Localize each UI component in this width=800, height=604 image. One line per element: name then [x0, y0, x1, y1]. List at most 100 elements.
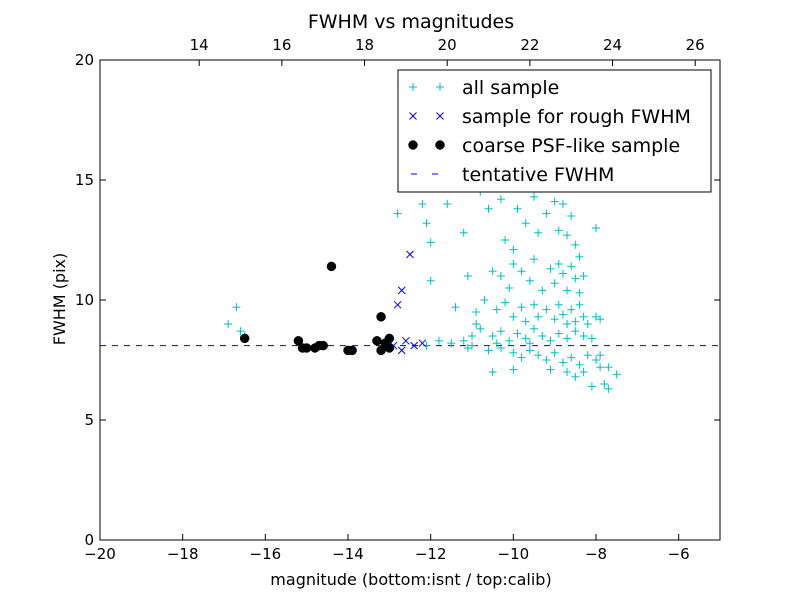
series-0-point-99 [550, 348, 559, 357]
series-0-point-92 [484, 346, 493, 355]
series-0-point-50 [550, 279, 559, 288]
x-tick-label-5: −10 [498, 545, 530, 563]
series-2-point-1 [293, 336, 304, 346]
series-2-point-6 [318, 340, 328, 351]
series-0-point-5 [418, 200, 427, 208]
series-0-point-29 [534, 228, 543, 237]
series-+-group [224, 142, 621, 393]
series-0-point-100 [558, 358, 567, 367]
legend-label-1: sample for rough FWHM [462, 106, 691, 128]
series-0-point-10 [459, 228, 468, 237]
series-1-point-3 [418, 339, 427, 348]
top-tick-label-5: 24 [603, 36, 622, 54]
series-0-point-97 [534, 351, 543, 360]
series-0-point-24 [501, 236, 510, 244]
series-1-point-5-b [402, 336, 410, 345]
series-1-point-5 [402, 336, 410, 345]
top-tick-label-4: 22 [520, 36, 539, 54]
series-0-point-71 [571, 317, 580, 326]
series-1-point-0 [406, 250, 414, 259]
series-0-point-0 [224, 320, 233, 328]
series-0-point-113 [546, 365, 555, 374]
series-0-point-9 [443, 200, 452, 208]
series-0-point-74 [583, 320, 592, 328]
x-tick-label-2: −16 [250, 545, 282, 563]
series-0-point-4 [393, 209, 402, 218]
series-0-point-27 [521, 219, 530, 228]
x-tick-label-1: −18 [167, 545, 199, 563]
series-0-point-33 [554, 226, 563, 235]
series-0-point-25 [509, 245, 518, 254]
series-0-point-115 [488, 368, 497, 376]
series-0-point-78 [488, 332, 497, 340]
top-tick-label-1: 16 [272, 36, 291, 54]
series-0-point-49 [546, 264, 555, 273]
series-0-point-107 [604, 363, 613, 372]
series-0-point-87 [563, 334, 572, 343]
legend-item-3: tentative FWHM [411, 164, 614, 186]
series-o-group [239, 261, 395, 356]
series-0-point-95 [517, 353, 526, 362]
series-0-point-89 [579, 332, 588, 340]
series-0-point-11 [451, 303, 460, 312]
series-1-point-2-b [393, 300, 402, 309]
series-0-point-77 [476, 324, 485, 333]
series-0-point-2 [236, 327, 245, 336]
series-0-point-66 [550, 315, 559, 324]
legend-label-2: coarse PSF-like sample [462, 135, 680, 157]
series-0-point-34 [558, 200, 567, 208]
series-1-point-4-b [410, 341, 418, 350]
series-2-point-15 [384, 343, 395, 353]
series-0-point-68 [558, 310, 567, 319]
series-0-point-7 [422, 219, 431, 228]
y-tick-label-4: 20 [75, 51, 94, 69]
y-tick-label-2: 10 [75, 291, 94, 309]
x-axis-label: magnitude (bottom:isnt / top:calib) [270, 570, 551, 589]
series-0-point-17 [447, 339, 456, 348]
series-0-point-40 [592, 224, 600, 232]
legend-marker-a-1-b [409, 112, 417, 120]
series-2-point-14 [384, 333, 395, 344]
y-axis-label: FWHM (pix) [50, 253, 69, 346]
series-0-point-1 [232, 303, 241, 312]
series-0-point-8 [426, 276, 435, 285]
top-tick-label-0: 14 [190, 36, 209, 54]
series-0-point-93 [496, 344, 505, 352]
legend-label-0: all sample [462, 77, 559, 99]
series-0-point-60 [509, 312, 518, 321]
series-0-point-118 [525, 339, 534, 348]
series-0-point-83 [530, 324, 538, 333]
legend-item-1: sample for rough FWHM [409, 106, 691, 128]
series-1-point-3-b [418, 339, 427, 348]
series-0-point-57 [480, 296, 489, 304]
series-0-point-88 [571, 327, 580, 336]
series-0-point-31 [542, 209, 551, 218]
series-0-point-12 [463, 272, 472, 280]
series-0-point-16 [422, 341, 431, 350]
series-0-point-58 [492, 305, 501, 314]
legend-marker-a-0 [409, 83, 417, 91]
axes: −20 −18 −16 −14 −12 −10 −8 −6 14 16 18 20 22 24 26 0 5 10… [75, 36, 721, 563]
series-2-point-0 [239, 333, 250, 344]
top-tick-label-3: 20 [438, 36, 457, 54]
series-0-point-59 [501, 298, 510, 307]
series-0-point-105 [596, 363, 605, 372]
series-0-point-106 [600, 380, 609, 388]
series-0-point-63 [530, 300, 538, 309]
series-0-point-96 [525, 346, 534, 355]
series-0-point-82 [521, 334, 530, 343]
top-tick-label-2: 18 [355, 36, 374, 54]
series-0-point-86 [554, 329, 563, 338]
series-0-point-117 [596, 351, 605, 360]
top-tick-label-6: 26 [686, 36, 705, 54]
series-0-point-90 [587, 334, 596, 343]
series-1-point-1-b [397, 286, 406, 295]
series-0-point-54 [567, 262, 576, 271]
series-0-point-42 [496, 272, 505, 280]
x-tick-label-4: −12 [415, 545, 447, 563]
legend: all sample sample for rough FWHM coarse PS… [397, 69, 712, 193]
series-0-point-28 [530, 192, 538, 201]
series-0-point-84 [538, 332, 547, 340]
x-tick-label-3: −14 [332, 545, 364, 563]
